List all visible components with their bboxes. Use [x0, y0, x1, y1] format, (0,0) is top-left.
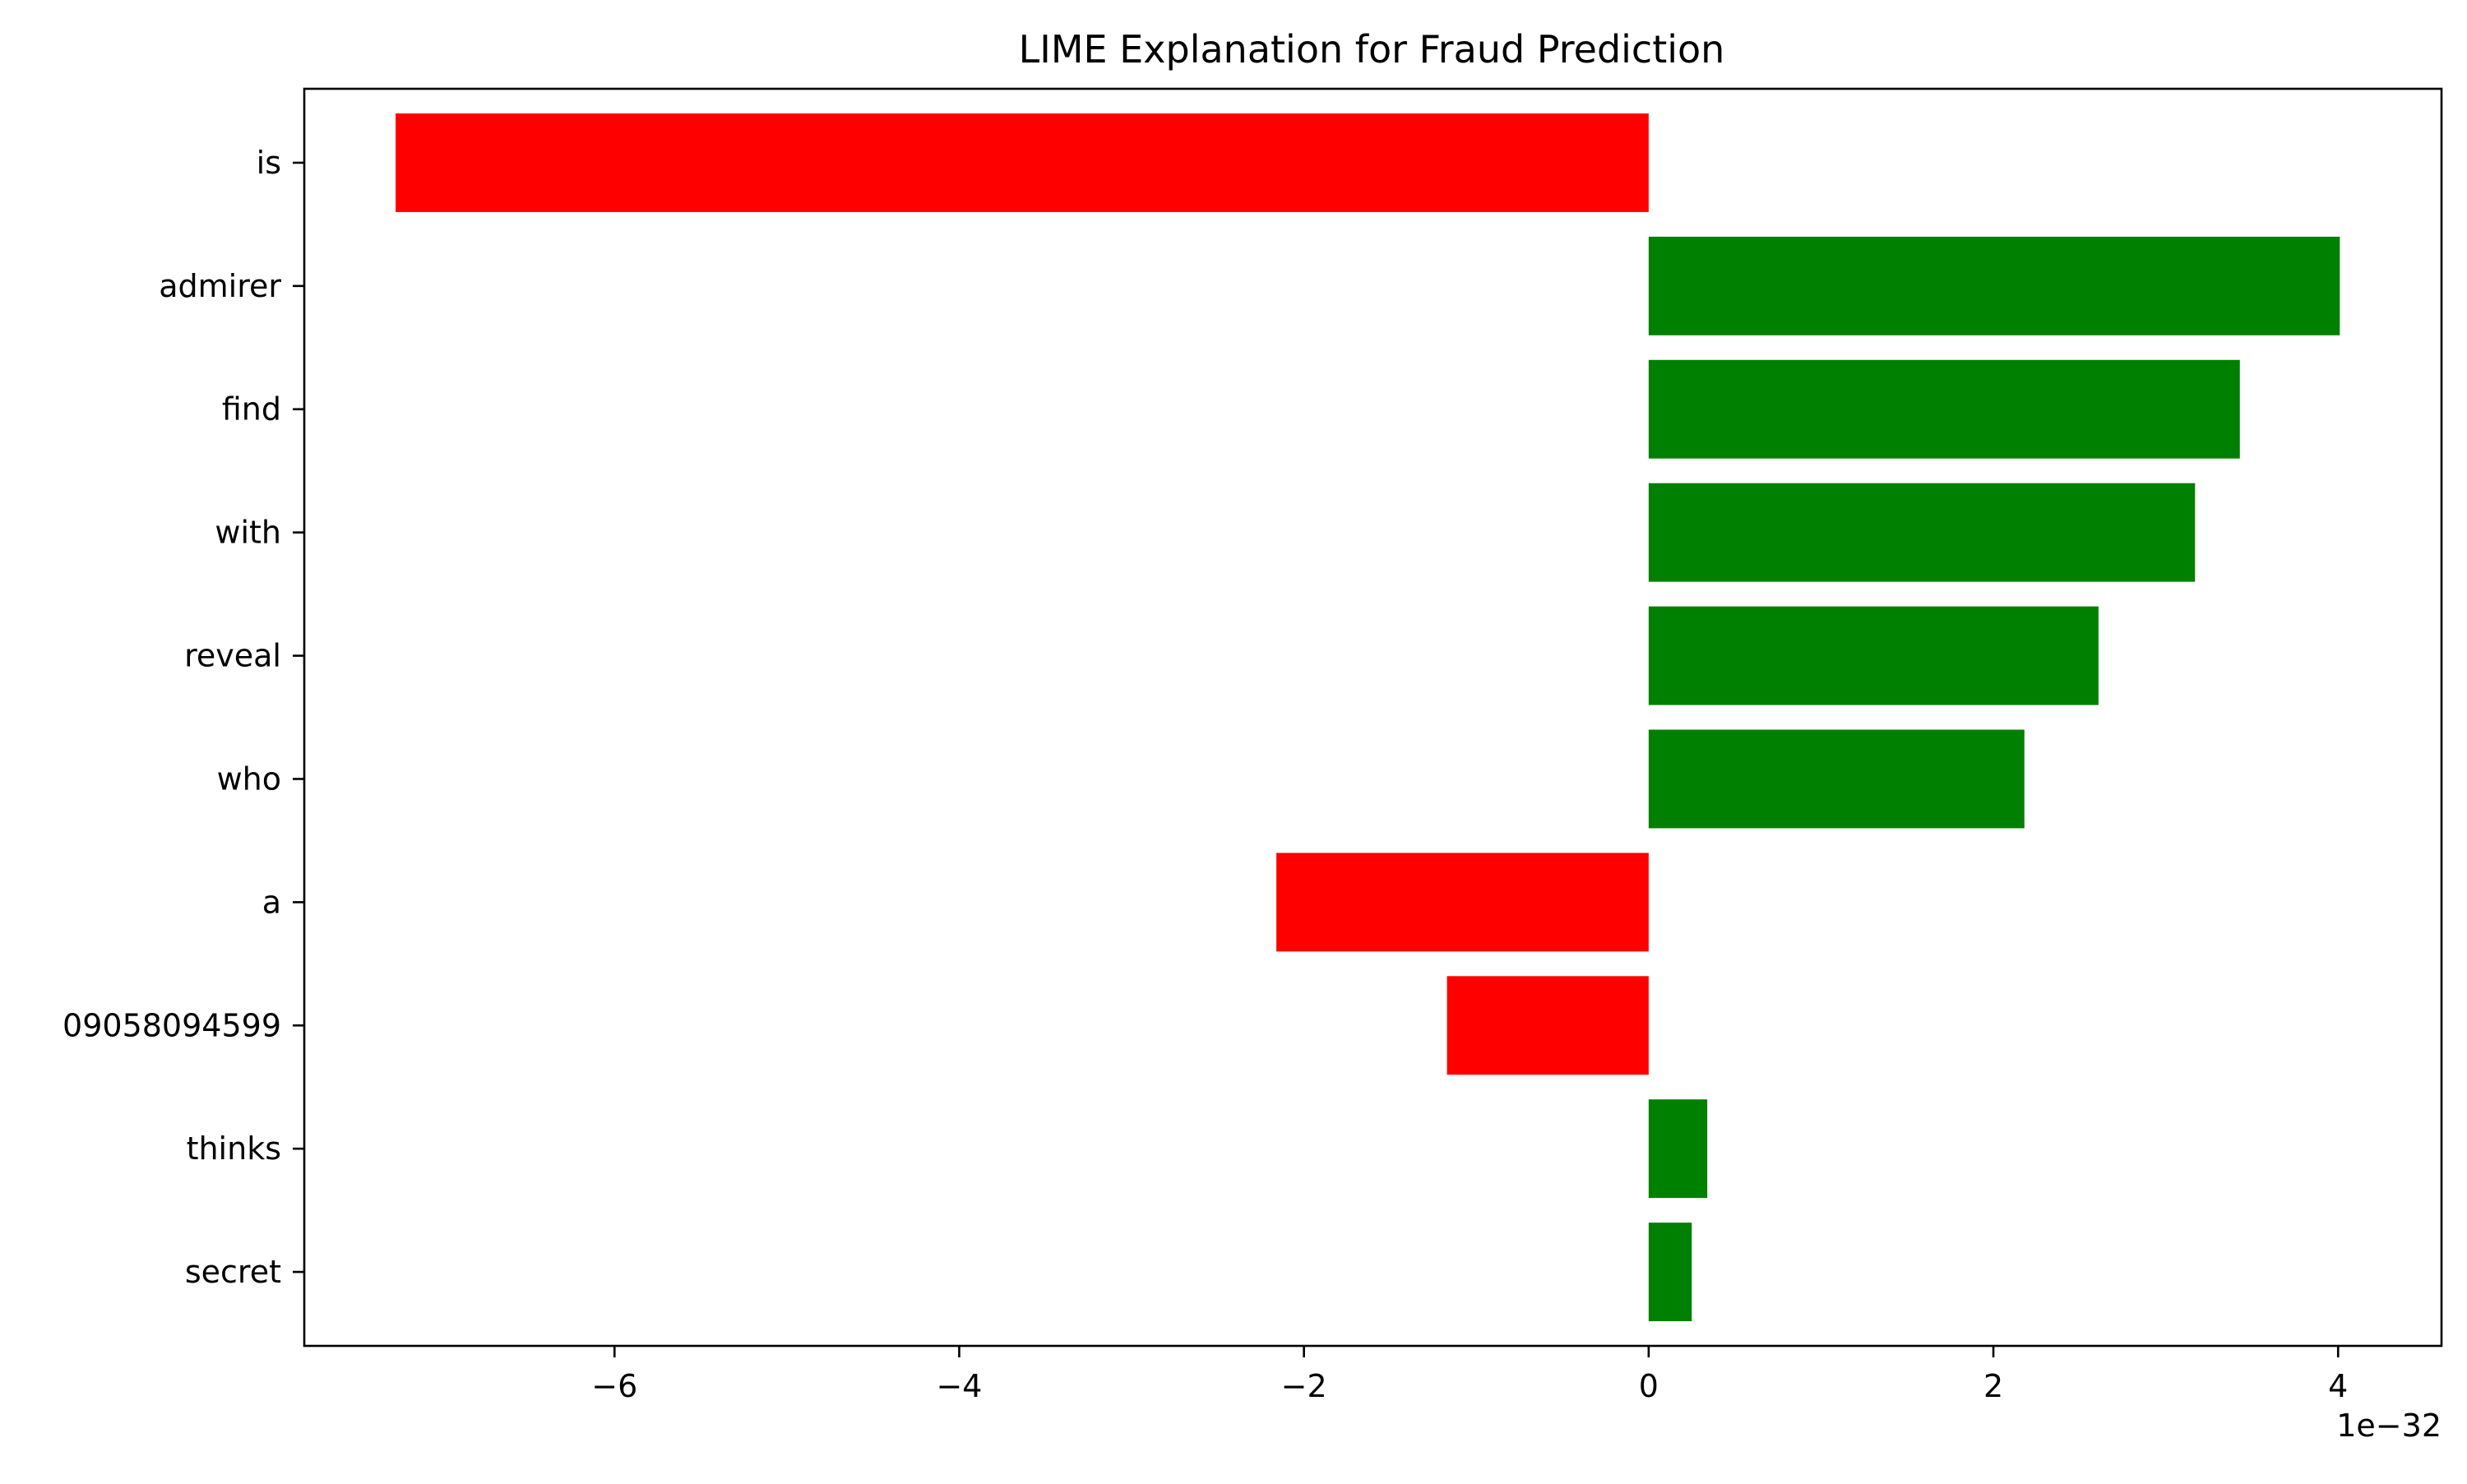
bar-admirer — [1648, 236, 2340, 335]
x-tick-label: 0 — [1639, 1368, 1659, 1404]
y-tick-label: is — [257, 145, 281, 181]
bars-group — [396, 113, 2340, 1322]
y-tick-label: secret — [185, 1254, 281, 1290]
x-axis-offset-label: 1e−32 — [2336, 1408, 2442, 1444]
y-tick-label: thinks — [187, 1130, 281, 1167]
bar-who — [1648, 729, 2025, 829]
bar-find — [1648, 359, 2240, 459]
y-tick-label: admirer — [159, 268, 281, 304]
bar-is — [396, 113, 1649, 212]
y-tick-label: 09058094599 — [62, 1007, 281, 1043]
bar-thinks — [1648, 1099, 1708, 1199]
x-tick-label: −2 — [1281, 1368, 1327, 1404]
bar-with — [1648, 483, 2196, 582]
y-tick-label: with — [215, 515, 281, 551]
y-axis-ticks: is admirer find with reveal who a 09058094599 th… — [62, 145, 304, 1290]
y-tick-label: who — [217, 760, 281, 797]
x-tick-label: −4 — [936, 1368, 982, 1404]
y-tick-label: find — [222, 391, 281, 428]
y-tick-label: a — [262, 884, 281, 920]
chart-title: LIME Explanation for Fraud Prediction — [1019, 27, 1725, 72]
x-axis-ticks: −6 −4 −2 0 2 4 — [591, 1346, 2348, 1404]
x-tick-label: −6 — [591, 1368, 637, 1404]
x-tick-label: 4 — [2328, 1368, 2348, 1404]
bar-09058094599 — [1446, 976, 1649, 1075]
bar-a — [1276, 853, 1649, 952]
y-tick-label: reveal — [184, 638, 281, 674]
plot-frame — [303, 87, 2443, 1348]
x-tick-label: 2 — [1983, 1368, 2003, 1404]
bar-secret — [1648, 1223, 1692, 1322]
bar-reveal — [1648, 606, 2099, 705]
